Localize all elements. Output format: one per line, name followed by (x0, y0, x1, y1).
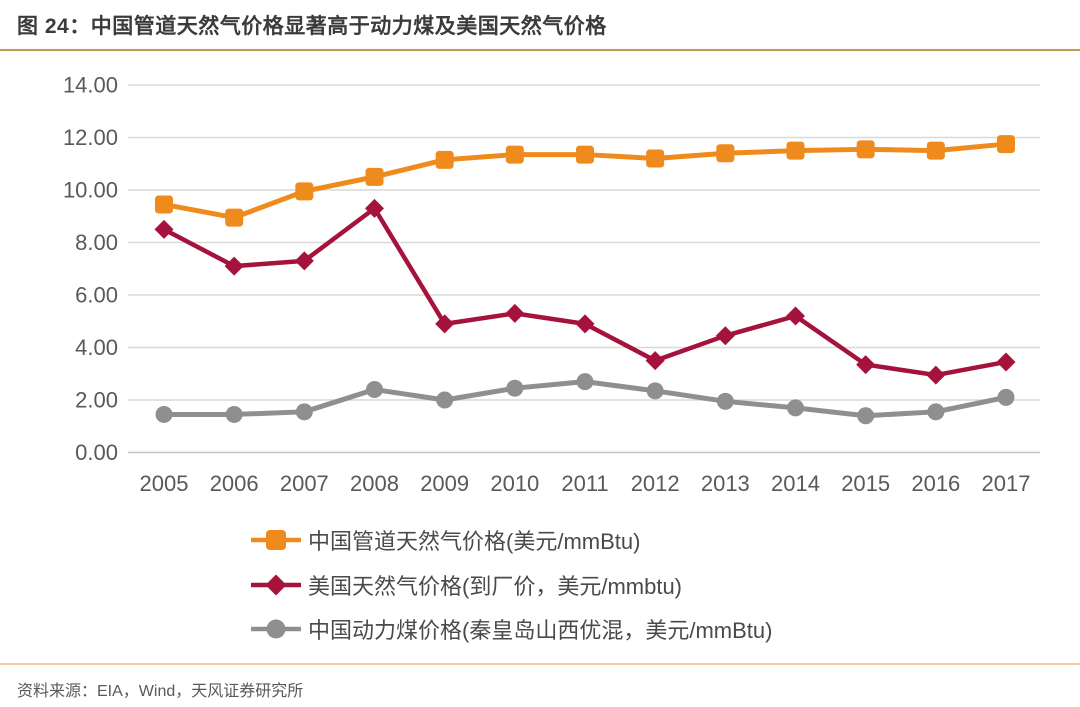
square-marker-icon (576, 145, 594, 164)
x-tick-label: 2009 (420, 471, 469, 496)
x-tick-label: 2008 (350, 471, 399, 496)
diamond-marker-icon (856, 355, 876, 375)
x-tick-label: 2007 (280, 471, 329, 496)
circle-marker-icon (716, 392, 734, 410)
legend-item-china-pipeline-gas: 中国管道天然气价格(美元/mmBtu) (250, 518, 772, 563)
y-tick-label: 14.00 (63, 73, 118, 98)
x-tick-label: 2012 (631, 471, 680, 496)
diamond-marker-icon (154, 219, 174, 239)
figure-title: 图 24：中国管道天然气价格显著高于动力煤及美国天然气价格 (17, 15, 607, 38)
legend-label-us-gas: 美国天然气价格(到厂价，美元/mmbtu) (308, 573, 683, 599)
circle-marker-icon (366, 381, 383, 398)
diamond-marker-icon (715, 326, 735, 346)
series-line-1 (161, 206, 1009, 378)
square-marker-icon (856, 140, 875, 159)
x-tick-label: 2017 (982, 471, 1031, 496)
x-tick-label: 2005 (140, 471, 189, 496)
diamond-marker-icon (996, 352, 1016, 372)
circle-marker-icon (646, 382, 664, 400)
y-tick-label: 8.00 (75, 230, 118, 255)
circle-marker-icon (857, 407, 875, 425)
diamond-marker-icon (786, 306, 805, 326)
square-marker-icon (716, 144, 735, 163)
square-marker-icon (646, 149, 665, 168)
circle-marker-icon (927, 403, 945, 421)
x-tick-label: 2010 (490, 471, 539, 496)
diamond-marker-icon (224, 256, 244, 276)
title-underline (0, 49, 1080, 51)
x-tick-label: 2011 (561, 471, 608, 496)
square-marker-icon (505, 145, 524, 164)
circle-marker-icon (436, 391, 454, 409)
circle-marker-icon (787, 399, 804, 417)
square-marker-icon (997, 135, 1015, 154)
square-marker-icon (266, 530, 286, 551)
square-marker-icon (295, 182, 314, 201)
legend-item-china-coal: 中国动力煤价格(秦皇岛山西优混，美元/mmBtu) (250, 607, 772, 652)
y-tick-label: 12.00 (63, 125, 118, 150)
x-tick-label: 2015 (841, 471, 890, 496)
diamond-marker-icon (926, 365, 946, 385)
x-tick-label: 2014 (771, 471, 820, 496)
y-tick-label: 10.00 (63, 178, 118, 203)
circle-marker-icon (576, 373, 594, 391)
x-tick-label: 2006 (210, 471, 259, 496)
square-marker-icon (155, 195, 173, 214)
x-tick-label: 2013 (701, 471, 750, 496)
diamond-marker-icon (435, 314, 455, 334)
legend-label-china-pipeline-gas: 中国管道天然气价格(美元/mmBtu) (308, 529, 641, 555)
diamond-marker-icon (505, 303, 525, 323)
x-tick-label: 2016 (911, 471, 960, 496)
legend-label-china-coal: 中国动力煤价格(秦皇岛山西优混，美元/mmBtu) (308, 618, 773, 644)
footer-divider (0, 663, 1080, 665)
square-marker-icon (926, 141, 945, 160)
circle-marker-icon (155, 405, 173, 423)
source-note: 资料来源：EIA，Wind，天风证券研究所 (17, 683, 304, 700)
y-tick-label: 6.00 (75, 283, 118, 308)
legend-square-marker-icon (251, 530, 301, 551)
circle-marker-icon (225, 405, 243, 423)
circle-marker-icon (295, 403, 313, 421)
square-marker-icon (365, 167, 384, 186)
circle-marker-icon (266, 619, 286, 639)
circle-marker-icon (506, 379, 524, 397)
y-tick-label: 0.00 (75, 440, 118, 465)
circle-marker-icon (997, 388, 1015, 406)
diamond-marker-icon (265, 574, 287, 596)
legend-item-us-gas: 美国天然气价格(到厂价，美元/mmbtu) (250, 563, 772, 608)
legend-circle-marker-icon (251, 619, 301, 639)
square-marker-icon (786, 141, 805, 160)
y-tick-label: 2.00 (75, 388, 118, 413)
y-tick-label: 4.00 (75, 335, 118, 360)
legend-diamond-marker-icon (251, 574, 301, 596)
diamond-marker-icon (365, 198, 384, 218)
chart-legend: 中国管道天然气价格(美元/mmBtu) 美国天然气价格(到厂价，美元/mmbtu… (250, 518, 772, 652)
diamond-marker-icon (294, 251, 314, 271)
square-marker-icon (435, 150, 454, 169)
diamond-marker-icon (575, 314, 595, 334)
square-marker-icon (225, 208, 244, 227)
diamond-marker-icon (645, 351, 665, 371)
